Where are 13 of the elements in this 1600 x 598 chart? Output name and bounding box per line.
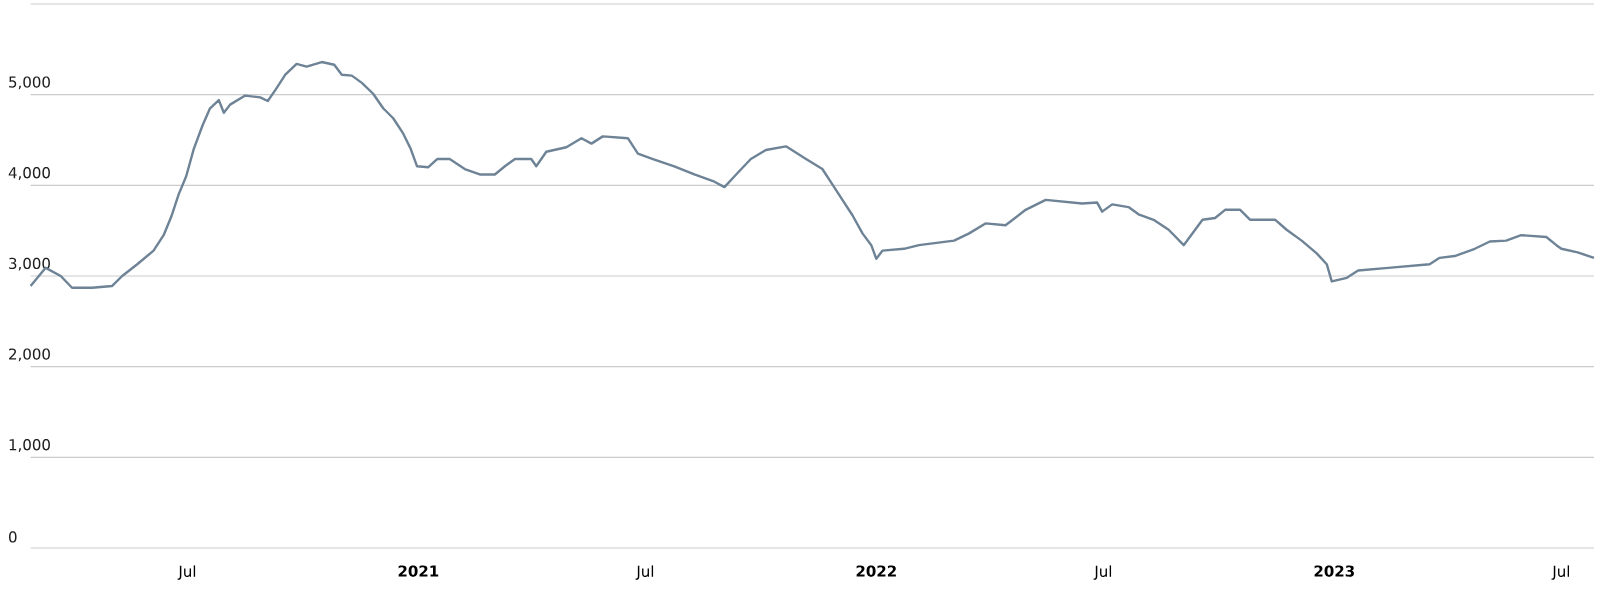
x-tick-label: Jul [1551, 565, 1570, 580]
x-tick-label: 2022 [856, 565, 896, 577]
x-tick-label: Jul [635, 565, 654, 580]
y-tick-label: 1,000 [9, 439, 50, 452]
x-tick-label: 2021 [398, 565, 439, 577]
y-tick-label: 2,000 [9, 348, 50, 362]
y-tick-label: 0 [9, 531, 17, 543]
y-tick-label: 4,000 [8, 167, 50, 180]
x-tick-label: Jul [1093, 565, 1112, 580]
y-tick-label: 5,000 [9, 76, 50, 90]
x-tick-label: Jul [177, 565, 196, 580]
y-tick-label: 3,000 [9, 257, 50, 271]
x-tick-label: 2023 [1314, 565, 1354, 577]
